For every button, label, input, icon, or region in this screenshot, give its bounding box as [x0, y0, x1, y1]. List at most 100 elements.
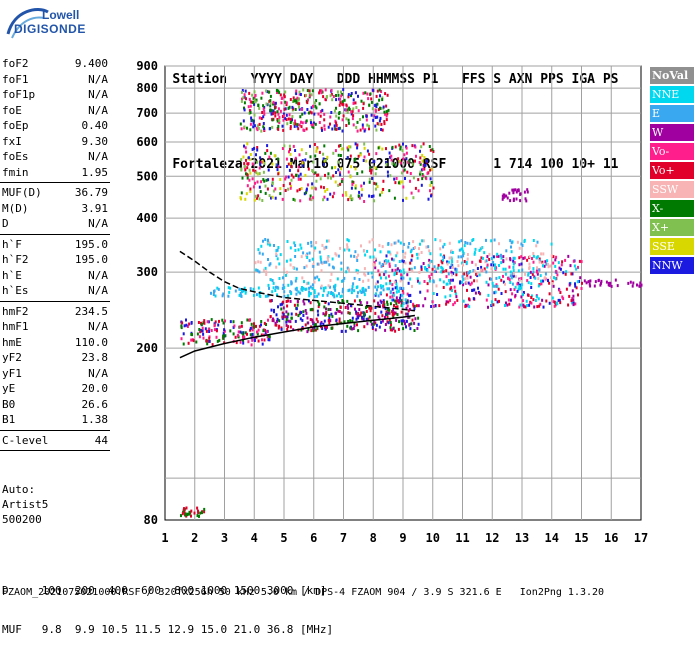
echo-point	[258, 197, 261, 201]
echo-point	[376, 102, 379, 106]
echo-point	[329, 94, 332, 98]
echo-point	[401, 259, 404, 263]
echo-point	[243, 95, 246, 99]
echo-point	[192, 339, 195, 343]
echo-point	[245, 158, 247, 162]
echo-point	[330, 291, 333, 294]
echo-point	[538, 260, 541, 264]
echo-point	[393, 241, 396, 245]
echo-point	[250, 100, 253, 104]
echo-point	[498, 299, 500, 303]
echo-point	[341, 193, 344, 197]
echo-point	[609, 281, 612, 285]
echo-point	[309, 292, 312, 296]
echo-point	[207, 327, 210, 331]
echo-point	[432, 150, 435, 153]
echo-point	[396, 251, 399, 255]
echo-point	[255, 98, 258, 102]
echo-point	[283, 290, 286, 294]
echo-point	[210, 329, 213, 332]
echo-point	[395, 299, 398, 303]
echo-point	[406, 300, 409, 304]
footer-distance-values: 100 200 400 600 800 1000 1500 3000 [km]	[41, 584, 327, 597]
echo-point	[318, 278, 320, 282]
echo-point	[282, 306, 285, 310]
echo-point	[251, 147, 254, 151]
echo-point	[289, 152, 292, 156]
echo-point	[245, 172, 247, 176]
echo-point	[402, 249, 404, 253]
echo-point	[305, 189, 308, 193]
echo-point	[364, 273, 367, 277]
echo-point	[536, 240, 539, 244]
echo-point	[393, 163, 396, 167]
echo-point	[337, 93, 340, 97]
echo-point	[420, 145, 423, 149]
echo-point	[287, 187, 290, 191]
echo-point	[468, 297, 470, 301]
echo-point	[253, 293, 255, 297]
echo-point	[394, 181, 397, 185]
echo-point	[396, 287, 399, 291]
echo-point	[197, 509, 199, 513]
echo-point	[508, 265, 511, 269]
param-name: hmF2	[2, 304, 29, 318]
echo-point	[327, 291, 330, 295]
echo-point	[524, 197, 527, 201]
echo-point	[453, 285, 456, 289]
echo-point	[511, 282, 514, 286]
echo-point	[257, 194, 260, 198]
echo-point	[478, 249, 481, 252]
echo-point	[400, 310, 403, 314]
echo-point	[497, 287, 500, 291]
echo-point	[406, 312, 409, 316]
echo-point	[574, 302, 577, 306]
echo-point	[422, 142, 425, 146]
echo-point	[538, 304, 541, 308]
echo-point	[555, 255, 558, 259]
echo-point	[366, 322, 369, 326]
echo-point	[391, 310, 394, 314]
echo-point	[496, 252, 499, 256]
echo-point	[409, 261, 412, 265]
footer-distance-label: D	[2, 584, 9, 597]
echo-point	[257, 260, 260, 264]
echo-point	[398, 299, 401, 303]
echo-point	[509, 274, 512, 278]
echo-point	[309, 301, 312, 305]
echo-point	[281, 302, 283, 306]
echo-point	[294, 287, 297, 291]
footer-file-info: FZAOM_2021075021000.RSF / 320fx256h 50 k…	[2, 587, 605, 598]
echo-point	[267, 168, 270, 172]
echo-point	[270, 112, 273, 116]
echo-point	[385, 110, 388, 114]
echo-point	[313, 143, 316, 146]
echo-point	[264, 328, 267, 332]
echo-point	[408, 267, 411, 271]
echo-point	[287, 312, 290, 316]
echo-point	[321, 327, 324, 330]
echo-point	[374, 187, 377, 191]
echo-point	[479, 268, 482, 272]
echo-point	[262, 125, 265, 129]
echo-point	[574, 284, 577, 288]
echo-point	[374, 266, 377, 270]
echo-point	[391, 162, 394, 165]
header-params-label: FFS S AXN PPS IGA PS	[461, 72, 619, 87]
echo-point	[203, 507, 206, 511]
echo-point	[215, 329, 218, 333]
echo-point	[395, 296, 398, 300]
echo-point	[249, 111, 252, 114]
echo-point	[341, 118, 344, 122]
echo-point	[412, 302, 415, 306]
echo-point	[422, 262, 425, 265]
echo-point	[397, 289, 400, 293]
echo-point	[391, 294, 394, 298]
echo-point	[302, 310, 305, 314]
echo-point	[246, 162, 249, 166]
echo-point	[322, 186, 325, 190]
echo-point	[342, 88, 345, 92]
echo-point	[246, 176, 249, 180]
echo-point	[311, 182, 314, 186]
echo-point	[301, 159, 304, 163]
